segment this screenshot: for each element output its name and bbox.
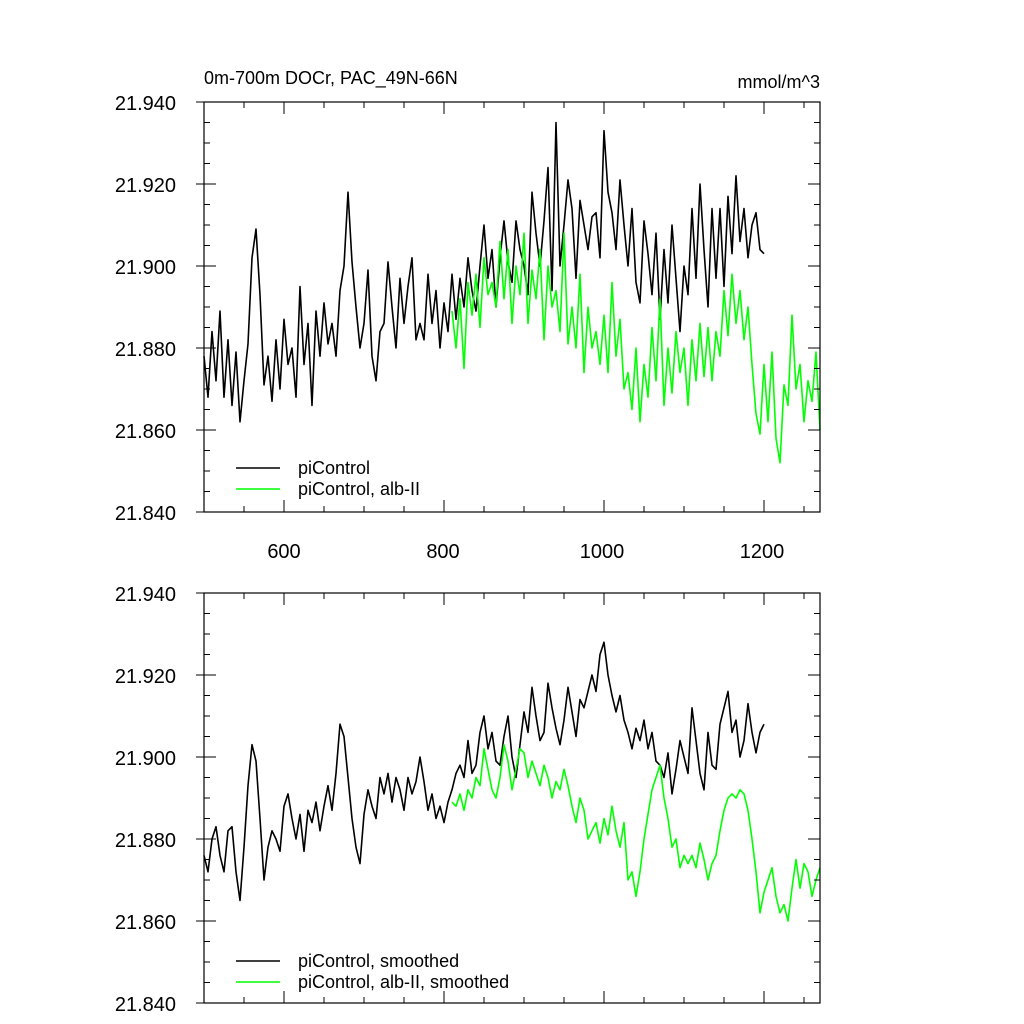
x-tick-labels: 600 800 1000 1200 (267, 541, 784, 563)
y-tick-label: 21.880 (115, 339, 176, 361)
legend-label: piControl, alb-II, smoothed (298, 972, 509, 992)
legend: piControl piControl, alb-II (236, 458, 420, 499)
bottom-plot-frame (203, 592, 821, 1004)
bottom-ticks (196, 592, 820, 1004)
y-tick-label: 21.880 (115, 830, 176, 852)
top-series-group (203, 121, 821, 464)
x-tick-label: 1200 (740, 541, 785, 563)
chart-title: 0m-700m DOCr, PAC_49N-66N (204, 68, 458, 89)
y-tick-label: 21.860 (115, 912, 176, 934)
series-line-picontrol-alb-ii (451, 232, 821, 464)
bottom-series-group (203, 641, 821, 922)
y-tick-label: 21.900 (115, 748, 176, 770)
y-tick-label: 21.920 (115, 666, 176, 688)
units-label: mmol/m^3 (738, 72, 820, 92)
series-line-picontrol-alb-ii-smoothed (451, 743, 821, 922)
y-tick-label: 21.920 (115, 175, 176, 197)
series-line-picontrol-smoothed (203, 641, 765, 902)
y-tick-label: 21.840 (115, 994, 176, 1016)
legend: piControl, smoothed piControl, alb-II, s… (236, 951, 509, 992)
top-panel: 0m-700m DOCr, PAC_49N-66N mmol/m^3 21.94… (115, 68, 821, 563)
series-line-picontrol (203, 121, 765, 423)
top-plot-frame (203, 101, 821, 513)
y-tick-label: 21.940 (115, 93, 176, 115)
y-tick-label: 21.840 (115, 503, 176, 525)
y-tick-label: 21.860 (115, 421, 176, 443)
y-tick-label: 21.940 (115, 584, 176, 606)
legend-label: piControl (298, 458, 370, 478)
x-tick-label: 800 (426, 541, 459, 563)
top-ticks (196, 101, 820, 513)
x-tick-label: 1000 (580, 541, 625, 563)
y-tick-labels: 21.940 21.920 21.900 21.880 21.860 21.84… (115, 584, 176, 1016)
bottom-panel: 21.940 21.920 21.900 21.880 21.860 21.84… (115, 584, 821, 1016)
x-tick-label: 600 (267, 541, 300, 563)
y-tick-label: 21.900 (115, 257, 176, 279)
y-tick-labels: 21.940 21.920 21.900 21.880 21.860 21.84… (115, 93, 176, 525)
legend-label: piControl, smoothed (298, 951, 459, 971)
legend-label: piControl, alb-II (298, 479, 420, 499)
